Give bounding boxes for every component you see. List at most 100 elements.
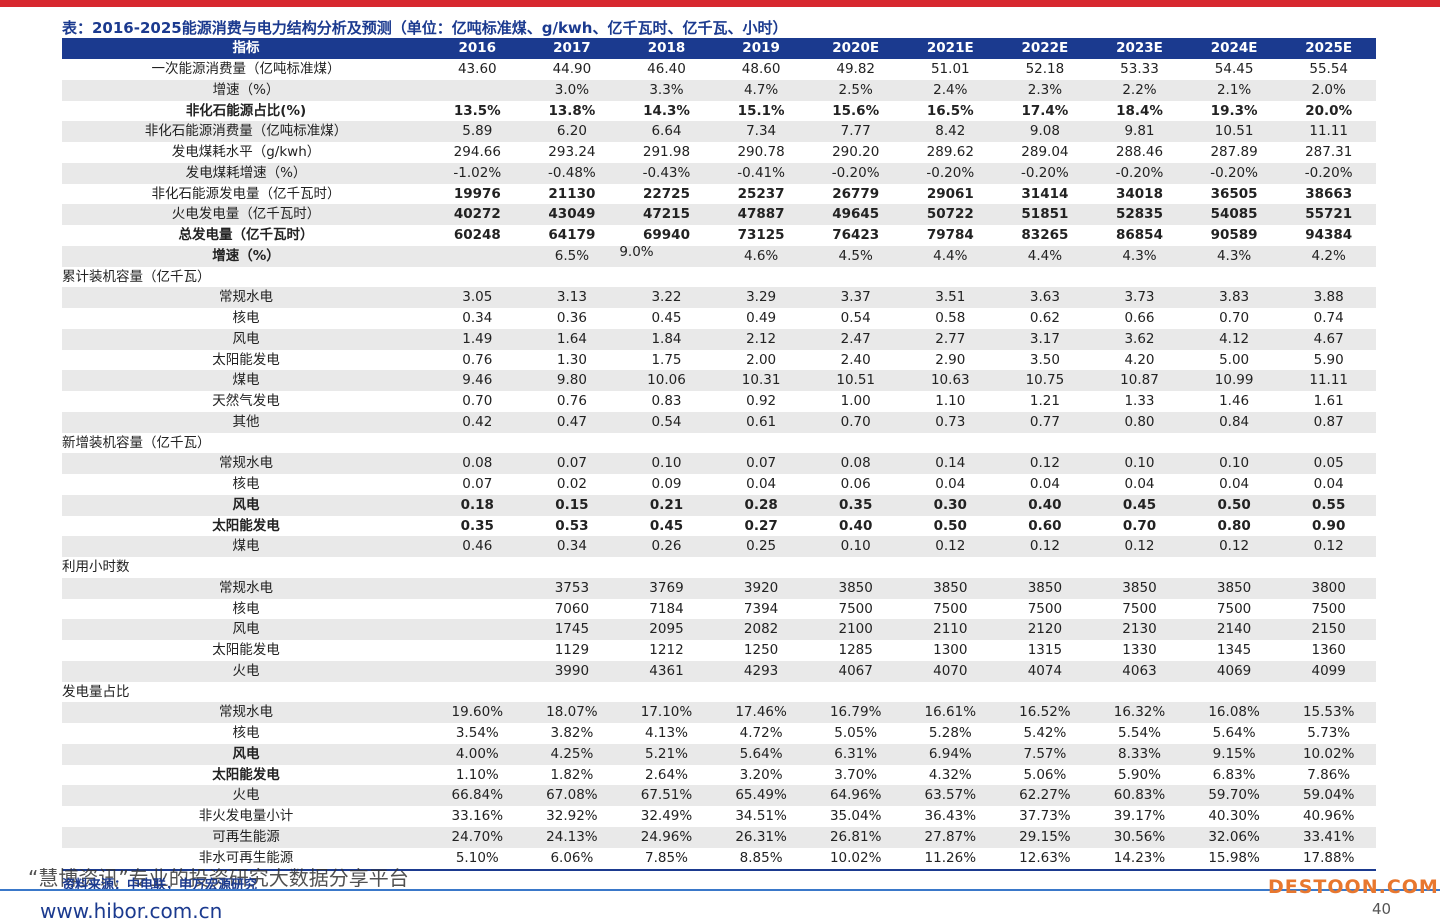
value-cell: 1345 xyxy=(1216,642,1252,658)
value-cell: 26.31% xyxy=(735,828,787,845)
row-bg xyxy=(62,79,1376,101)
value-cell: 0.27 xyxy=(744,517,778,534)
value-cell: 1300 xyxy=(933,642,968,658)
value-cell: 76423 xyxy=(832,227,880,243)
value-cell: 4293 xyxy=(743,662,779,679)
value-cell: 2.47 xyxy=(840,330,871,347)
value-cell: 2.3% xyxy=(1027,81,1063,98)
value-cell: 3753 xyxy=(554,579,590,596)
value-cell: 7500 xyxy=(1311,600,1346,617)
value-cell: 0.12 xyxy=(1124,538,1155,555)
value-cell: 0.80 xyxy=(1217,517,1251,534)
value-cell: 5.90 xyxy=(1313,351,1344,368)
row-label: 常规水电 xyxy=(219,704,273,721)
value-cell: 18.4% xyxy=(1116,102,1163,119)
value-cell: -0.43% xyxy=(642,164,691,181)
row-label: 常规水电 xyxy=(219,289,273,306)
row-label: 非火发电量小计 xyxy=(198,808,294,824)
value-cell: 0.60 xyxy=(1028,517,1062,534)
value-cell: 0.84 xyxy=(1219,413,1250,430)
row-label: 核电 xyxy=(232,725,260,741)
value-cell: 0.15 xyxy=(555,496,589,513)
value-cell: 4.5% xyxy=(838,247,873,264)
url: www.hibor.com.cn xyxy=(40,899,223,923)
value-cell: 4074 xyxy=(1027,662,1063,679)
value-cell: 0.14 xyxy=(935,455,966,472)
value-cell: 3850 xyxy=(838,579,873,596)
value-cell: 73125 xyxy=(737,227,785,243)
value-cell: 5.54% xyxy=(1118,725,1161,741)
value-cell: 10.51 xyxy=(836,372,876,389)
value-cell: 27.87% xyxy=(924,828,977,845)
value-cell: 1.84 xyxy=(651,330,682,347)
value-cell: 4069 xyxy=(1216,662,1252,679)
footer-line xyxy=(0,889,1440,891)
value-cell: 0.10 xyxy=(840,538,871,555)
value-cell: 60248 xyxy=(453,227,501,243)
value-cell: 79784 xyxy=(926,227,974,243)
value-cell: 65.49% xyxy=(735,787,787,804)
value-cell: 1.75 xyxy=(651,351,682,368)
value-cell: 64179 xyxy=(548,227,596,243)
value-cell: 51.01 xyxy=(930,61,970,77)
row-label: 核电 xyxy=(232,476,260,492)
value-cell: 10.87 xyxy=(1120,372,1159,389)
value-cell: 0.28 xyxy=(744,496,778,513)
value-cell: 44.90 xyxy=(552,61,592,77)
value-cell: 7500 xyxy=(1122,600,1157,617)
value-cell: 2.1% xyxy=(1216,81,1252,98)
value-cell: 24.96% xyxy=(640,828,693,845)
value-cell: 3990 xyxy=(554,662,590,679)
value-cell: 8.33% xyxy=(1118,745,1161,762)
value-cell: 29.15% xyxy=(1019,828,1071,845)
value-cell: 25237 xyxy=(737,185,785,202)
value-cell: 0.50 xyxy=(933,517,967,534)
value-cell: 30.56% xyxy=(1113,828,1166,845)
value-cell: 0.04 xyxy=(1029,476,1060,492)
value-cell: 0.80 xyxy=(1124,413,1155,430)
value-cell: 55721 xyxy=(1305,206,1353,223)
value-cell: 14.3% xyxy=(643,102,690,119)
value-cell: 0.10 xyxy=(651,455,682,472)
value-cell: 2.90 xyxy=(935,351,966,368)
value-cell: 29061 xyxy=(926,185,974,202)
value-cell: 32.92% xyxy=(546,808,598,824)
value-cell: 19.3% xyxy=(1210,102,1258,119)
row-label: 常规水电 xyxy=(219,579,273,596)
value-cell: 7.57% xyxy=(1023,745,1067,762)
row-label: 非水可再生能源 xyxy=(198,849,294,866)
value-cell: 55.54 xyxy=(1309,61,1349,77)
row-label: 太阳能发电 xyxy=(212,766,280,783)
row-bg xyxy=(62,245,1376,267)
value-cell: 36505 xyxy=(1210,185,1258,202)
value-cell: 11.11 xyxy=(1309,372,1349,389)
value-cell: 4.13% xyxy=(645,725,688,741)
value-cell: 0.07 xyxy=(462,476,493,492)
table-title: 表：2016-2025能源消费与电力结构分析及预测（单位：亿吨标准煤、g/kwh… xyxy=(62,19,788,37)
value-cell: 0.04 xyxy=(746,476,777,492)
value-cell: 1.21 xyxy=(1029,393,1060,409)
value-cell: 59.70% xyxy=(1208,787,1260,804)
value-cell: 16.32% xyxy=(1113,704,1166,721)
value-cell: 289.62 xyxy=(926,144,974,160)
value-cell: 3.37 xyxy=(840,289,871,306)
value-cell: 0.76 xyxy=(462,351,493,368)
value-cell: 1.46 xyxy=(1219,393,1250,409)
value-cell: 294.66 xyxy=(453,144,501,160)
value-cell: 16.79% xyxy=(829,704,882,721)
value-cell: 4.2% xyxy=(1311,247,1346,264)
value-cell: 6.94% xyxy=(928,745,972,762)
value-cell: 7394 xyxy=(743,600,779,617)
row-label: 太阳能发电 xyxy=(212,351,280,368)
value-cell: 37.73% xyxy=(1019,808,1071,824)
value-cell: 3.22 xyxy=(651,289,682,306)
value-cell: 4.32% xyxy=(928,766,972,783)
header-cell: 2025E xyxy=(1305,40,1353,56)
top-bar xyxy=(0,0,1440,7)
value-cell: 66.84% xyxy=(451,787,504,804)
value-cell: 0.49 xyxy=(746,310,777,326)
value-cell: 4.3% xyxy=(1122,247,1157,264)
value-cell: 7060 xyxy=(554,600,590,617)
value-cell: 4361 xyxy=(649,662,684,679)
value-cell: 0.42 xyxy=(462,413,493,430)
